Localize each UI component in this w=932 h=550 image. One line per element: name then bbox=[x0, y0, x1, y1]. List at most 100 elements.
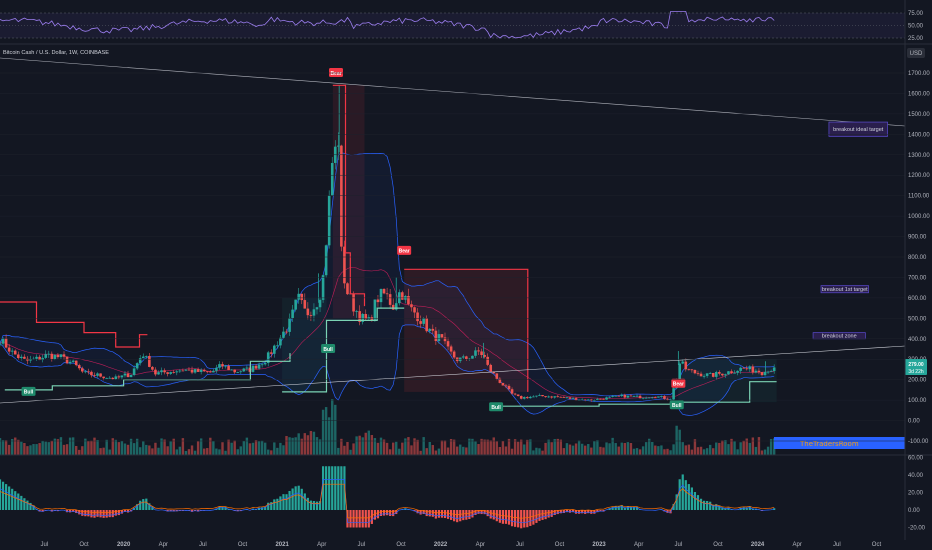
candle-body bbox=[269, 352, 273, 354]
volume-bar bbox=[489, 440, 492, 455]
volume-bar bbox=[47, 442, 50, 455]
time-tick-label: Jul bbox=[358, 542, 366, 548]
candle-body bbox=[614, 395, 617, 397]
candle-body bbox=[157, 372, 160, 375]
volume-bar bbox=[331, 399, 334, 455]
candle-body bbox=[263, 363, 267, 365]
volume-bar bbox=[523, 444, 526, 455]
macd-bar bbox=[629, 506, 633, 510]
macd-tick-label: 0.00 bbox=[908, 508, 920, 514]
macd-bar bbox=[370, 510, 373, 524]
volume-bar bbox=[184, 450, 188, 455]
candle-body bbox=[132, 368, 136, 375]
candle-body bbox=[519, 396, 523, 399]
candle-body bbox=[495, 373, 499, 379]
candle-body bbox=[486, 356, 489, 365]
macd-bar bbox=[373, 510, 376, 520]
macd-bar bbox=[81, 510, 84, 516]
candle-body bbox=[120, 375, 124, 378]
candle-body bbox=[273, 345, 276, 354]
candle-body bbox=[638, 395, 642, 399]
time-tick-label: Apr bbox=[793, 542, 802, 548]
macd-bar bbox=[318, 501, 322, 510]
price-pane[interactable]: breakout ideal target breakout 1st target… bbox=[0, 57, 930, 455]
currency-badge[interactable] bbox=[907, 48, 925, 58]
volume-bar bbox=[4, 440, 8, 455]
volume-bar bbox=[346, 441, 349, 455]
volume-bar bbox=[315, 437, 319, 455]
volume-bar bbox=[718, 442, 721, 455]
candle-body bbox=[285, 331, 288, 333]
candle-body bbox=[151, 366, 154, 370]
candle-body bbox=[666, 398, 669, 400]
candle-body bbox=[181, 370, 185, 372]
price-tag-value: 279.00 bbox=[908, 362, 924, 368]
macd-pane[interactable]: -20.00 0.00 20.00 40.00 60.00 bbox=[0, 456, 926, 532]
rsi-pane[interactable]: 25.00 50.00 75.00 bbox=[0, 11, 924, 42]
volume-bar bbox=[285, 436, 288, 455]
volume-bar bbox=[181, 438, 185, 455]
macd-bar bbox=[748, 506, 751, 510]
candle-body bbox=[687, 369, 691, 371]
time-axis[interactable]: Jul Oct 2020 Apr Jul Oct 2021 Apr Jul Oct 2022 Apr J… bbox=[41, 542, 882, 548]
volume-bar bbox=[81, 446, 84, 455]
volume-bar bbox=[321, 409, 325, 455]
candle-body bbox=[730, 371, 733, 374]
candle-body bbox=[93, 375, 96, 376]
candle-body bbox=[650, 397, 654, 399]
macd-bar bbox=[358, 510, 361, 528]
volume-bar bbox=[294, 437, 297, 455]
macd-bar bbox=[587, 510, 590, 514]
macd-tick-label: 60.00 bbox=[908, 456, 924, 462]
price-tick-label: 1500.00 bbox=[908, 112, 930, 118]
volume-bar bbox=[139, 447, 142, 455]
macd-bar bbox=[553, 510, 556, 515]
macd-bar bbox=[556, 510, 559, 515]
candle-body bbox=[257, 364, 261, 369]
candle-body bbox=[175, 371, 179, 373]
signal-label: Bear bbox=[673, 382, 684, 388]
volume-bar bbox=[257, 441, 261, 455]
macd-bar bbox=[117, 510, 120, 516]
candle-body bbox=[266, 352, 270, 364]
volume-bar bbox=[629, 443, 633, 455]
volume-bar bbox=[766, 446, 770, 455]
candle-body bbox=[212, 370, 215, 373]
macd-bar bbox=[437, 510, 441, 518]
candle-body bbox=[160, 370, 163, 373]
candle-body bbox=[529, 396, 532, 399]
candle-body bbox=[4, 338, 8, 348]
candle-body bbox=[477, 350, 480, 352]
macd-bar bbox=[565, 510, 569, 513]
macd-bar bbox=[684, 480, 687, 510]
time-tick-label: Oct bbox=[555, 542, 565, 548]
candle-body bbox=[620, 394, 624, 397]
volume-bar bbox=[187, 449, 191, 455]
volume-bar bbox=[544, 442, 547, 455]
macd-bar bbox=[568, 510, 572, 513]
macd-bar bbox=[11, 488, 14, 510]
macd-bar bbox=[510, 510, 514, 527]
macd-bar bbox=[507, 510, 511, 525]
candle-body bbox=[535, 395, 538, 397]
macd-bar bbox=[288, 490, 291, 510]
candle-body bbox=[346, 283, 349, 295]
candle-body bbox=[757, 370, 761, 373]
volume-bar bbox=[251, 442, 255, 455]
volume-bar bbox=[395, 441, 398, 455]
macd-bar bbox=[611, 507, 614, 510]
macd-bar bbox=[596, 510, 599, 513]
volume-bar bbox=[730, 438, 733, 455]
lower-trend-line bbox=[0, 345, 906, 404]
volume-bar bbox=[510, 448, 514, 455]
price-axis[interactable]: -100.000.00100.00200.00300.00400.00500.0… bbox=[0, 71, 930, 445]
macd-bar bbox=[443, 510, 447, 519]
volume-bar bbox=[206, 448, 209, 455]
candle-body bbox=[239, 371, 243, 373]
volume-bar bbox=[142, 441, 145, 455]
candle-body bbox=[644, 397, 648, 399]
macd-bar bbox=[148, 503, 151, 510]
candle-body bbox=[358, 311, 361, 322]
volume-bar bbox=[35, 444, 38, 455]
